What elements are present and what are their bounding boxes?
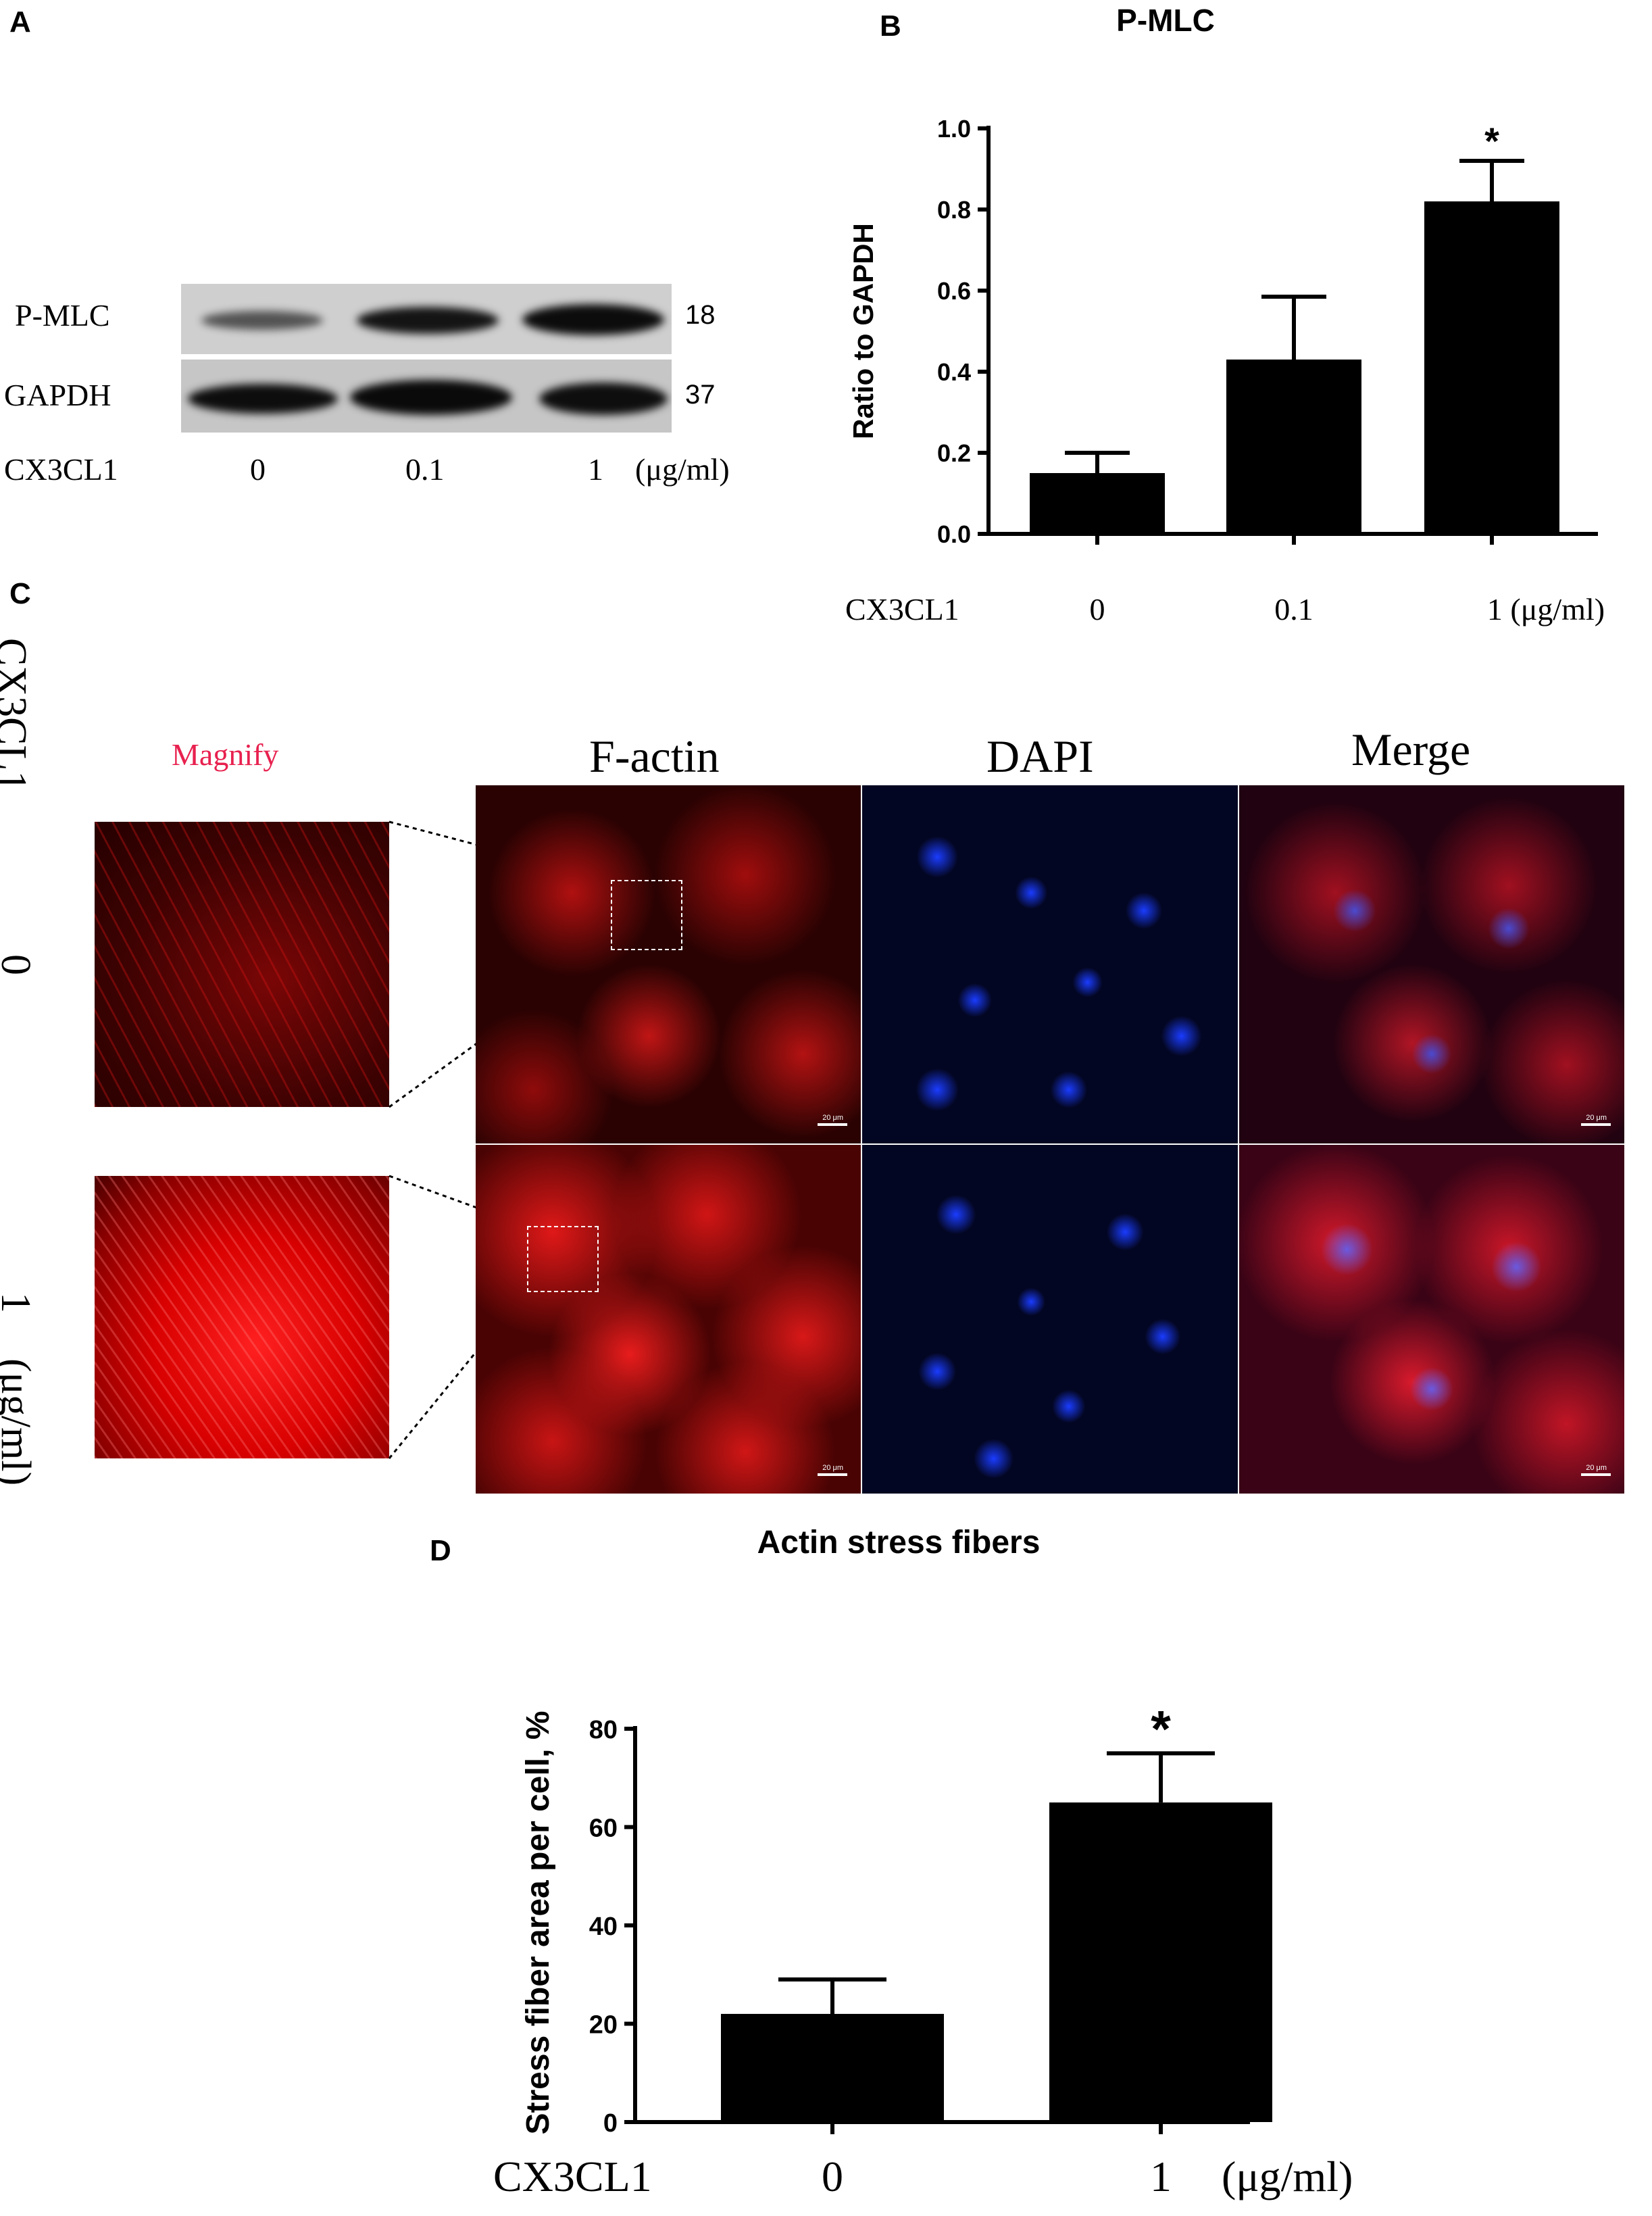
chart-pmlc: P-MLC Ratio to GAPDH 0.0 0.2 0.4 0.6 0.8 1.0 *…: [845, 3, 1605, 626]
y-tick-label: 0.6: [937, 277, 971, 305]
image-dapi-1: [862, 1145, 1238, 1494]
image-dapi-0: [862, 785, 1238, 1143]
blot-treatment-label: CX3CL1: [4, 452, 118, 487]
blot-lane-0-1: 0.1: [405, 452, 445, 487]
chart-sf-ylabel: Stress fiber area per cell, %: [520, 1711, 556, 2135]
chart-sf-title: Actin stress fibers: [757, 1525, 1041, 1560]
blot-pmlc: [181, 284, 672, 354]
y-tick-label: 0.2: [937, 439, 971, 467]
chart-pmlc-xtick-0: 0: [1090, 592, 1105, 626]
magnify-inset-0: [95, 822, 389, 1107]
y-tick-label: 0: [603, 2109, 618, 2138]
blot-row-label-pmlc: P-MLC: [15, 298, 110, 333]
panel-label-b: B: [880, 9, 901, 43]
bar: [1424, 201, 1559, 534]
y-tick-label: 0.8: [937, 196, 971, 224]
image-merge-1: 20 μm: [1239, 1145, 1624, 1494]
image-factin-0: 20 μm: [476, 785, 861, 1143]
bar: [721, 2013, 944, 2122]
y-tick-label: 20: [589, 2011, 618, 2040]
chart-sf-xtick-unit: (μg/ml): [1222, 2152, 1353, 2200]
scale-bar-label: 20 μm: [822, 1464, 843, 1472]
chart-sf-xtick-0: 0: [822, 2152, 843, 2200]
chart-stress-fibers: Actin stress fibers Stress fiber area pe…: [493, 1525, 1353, 2200]
blot-mw-pmlc: 18: [685, 300, 716, 330]
blot-gapdh: [181, 360, 672, 433]
panel-label-d: D: [430, 1534, 451, 1567]
scale-bar: [1581, 1123, 1611, 1126]
scale-bar-label: 20 μm: [822, 1114, 843, 1122]
y-tick-label: 0.0: [937, 520, 971, 548]
blot-unit: (μg/ml): [635, 452, 730, 487]
col-label-factin: F-actin: [589, 731, 720, 782]
scale-bar-label: 20 μm: [1586, 1464, 1607, 1472]
zoom-region-box: [527, 1226, 599, 1292]
magnify-inset-1: [95, 1176, 389, 1458]
y-tick-label: 0.4: [937, 358, 971, 386]
panel-label-a: A: [9, 5, 31, 39]
blot-row-label-gapdh: GAPDH: [4, 378, 111, 412]
chart-pmlc-ylabel: Ratio to GAPDH: [847, 223, 879, 439]
scale-bar: [818, 1123, 847, 1126]
chart-pmlc-xtick-0-1: 0.1: [1274, 592, 1313, 626]
magnify-label: Magnify: [172, 737, 279, 772]
y-tick-label: 60: [589, 1815, 618, 1843]
blot-mw-gapdh: 37: [685, 380, 716, 410]
y-tick-label: 80: [589, 1716, 618, 1744]
scale-bar-label: 20 μm: [1586, 1114, 1607, 1122]
col-label-dapi: DAPI: [986, 731, 1094, 782]
bar: [1030, 473, 1165, 534]
scale-bar: [1581, 1473, 1611, 1476]
chart-sf-xtick-1: 1: [1150, 2152, 1172, 2200]
panel-label-c: C: [9, 577, 31, 610]
scale-bar: [818, 1473, 847, 1476]
blot-lane-1: 1: [588, 452, 603, 487]
bar: [1226, 360, 1361, 534]
y-tick-label: 40: [589, 1913, 618, 1941]
bar: [1049, 1802, 1272, 2122]
blot-lane-0: 0: [250, 452, 266, 487]
significance-marker: *: [1151, 1700, 1171, 1758]
image-merge-0: 20 μm: [1239, 785, 1624, 1143]
chart-sf-xaxis-label: CX3CL1: [493, 2152, 652, 2200]
col-label-merge: Merge: [1351, 724, 1471, 775]
chart-pmlc-title: P-MLC: [1116, 3, 1215, 38]
chart-pmlc-xaxis-label: CX3CL1: [845, 592, 959, 626]
y-tick-label: 1.0: [937, 115, 971, 143]
image-factin-1: 20 μm: [476, 1145, 861, 1494]
significance-marker: *: [1484, 120, 1499, 162]
zoom-region-box: [611, 880, 682, 950]
chart-pmlc-xtick-1: 1 (μg/ml): [1487, 592, 1605, 626]
